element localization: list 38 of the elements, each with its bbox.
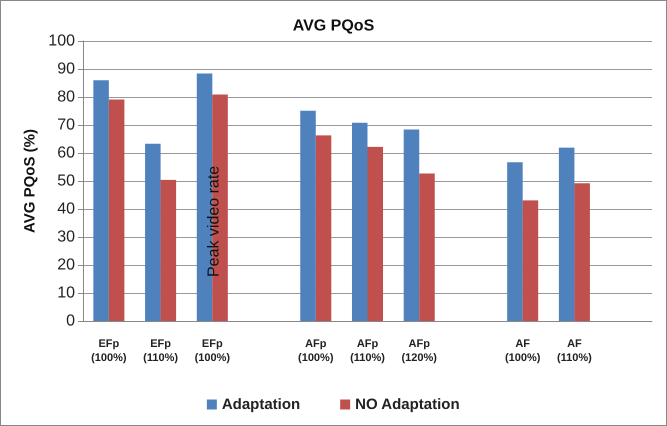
bar	[300, 110, 316, 321]
y-tick-label: 0	[66, 312, 76, 330]
bar	[93, 80, 109, 321]
bar	[574, 183, 590, 321]
bar	[160, 180, 176, 321]
y-tick-label: 100	[48, 32, 76, 50]
y-tick-label: 10	[57, 284, 76, 302]
y-tick-label: 20	[57, 256, 76, 274]
y-tick-label: 60	[57, 144, 76, 162]
y-tick-label: 70	[57, 116, 76, 134]
bar	[558, 148, 574, 321]
bar	[145, 144, 161, 321]
bar	[316, 135, 332, 321]
y-axis-title: AVG PQoS (%)	[21, 129, 38, 233]
legend-label: NO Adaptation	[355, 396, 460, 413]
bar	[404, 129, 420, 321]
y-tick-label: 30	[57, 228, 76, 246]
x-tick-label: AF (110%)	[556, 338, 592, 364]
x-tick-label: AFp (100%)	[298, 338, 334, 364]
x-tick-label: EFp (100%)	[91, 338, 127, 364]
x-tick-label: EFp (100%)	[194, 338, 230, 364]
bar	[507, 162, 523, 321]
x-tick-label: EFp (110%)	[143, 338, 178, 364]
y-tick-label: 80	[57, 88, 76, 106]
bar	[368, 146, 384, 321]
chart-title: AVG PQoS	[292, 18, 375, 34]
legend-label: Adaptation	[222, 396, 300, 413]
x-tick-label: AF (100%)	[504, 338, 541, 364]
annotation: Peak video rate	[206, 166, 222, 277]
y-tick-label: 40	[57, 200, 76, 218]
x-tick-label: AFp (120%)	[401, 338, 438, 364]
bar	[352, 122, 368, 321]
y-tick-label: 50	[57, 172, 76, 190]
bar	[108, 100, 124, 321]
bar	[419, 173, 435, 321]
bar	[522, 200, 538, 321]
y-tick-label: 90	[57, 60, 76, 78]
x-tick-label: AFp (110%)	[350, 338, 386, 364]
